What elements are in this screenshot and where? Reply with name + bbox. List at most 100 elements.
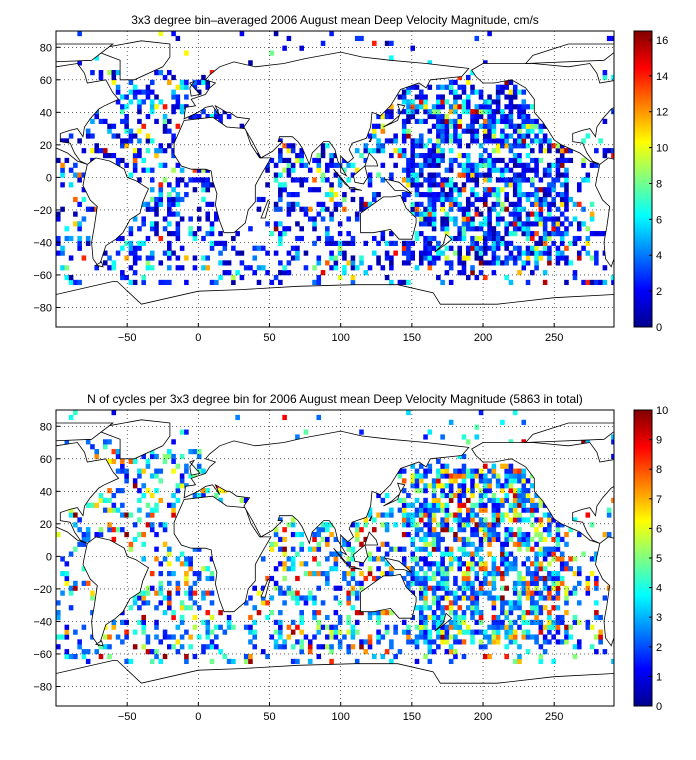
heatmap-cell [495, 109, 501, 115]
heatmap-cell [175, 211, 181, 217]
heatmap-cell [427, 109, 433, 115]
heatmap-cell [538, 658, 544, 665]
heatmap-cell [483, 575, 488, 582]
heatmap-cell [384, 561, 390, 567]
heatmap-cell [448, 138, 454, 144]
heatmap-cell [380, 556, 386, 562]
heatmap-cell [282, 226, 287, 232]
heatmap-cell [478, 196, 484, 203]
heatmap-cell [504, 182, 509, 188]
heatmap-cell [145, 201, 151, 207]
heatmap-cell [534, 240, 539, 246]
heatmap-cell [547, 624, 552, 630]
heatmap-cell [483, 463, 488, 469]
heatmap-cell [333, 536, 339, 543]
y-tick-label: 20 [40, 140, 52, 152]
heatmap-cell [137, 590, 142, 596]
heatmap-cell [572, 235, 578, 242]
heatmap-cell [188, 556, 193, 562]
heatmap-cell [418, 473, 424, 479]
heatmap-cell [239, 274, 245, 281]
heatmap-cell [265, 653, 270, 660]
heatmap-cell [77, 177, 82, 183]
heatmap-cell [551, 517, 556, 523]
heatmap-cell [572, 240, 578, 246]
heatmap-cell [175, 580, 181, 586]
heatmap-cell [453, 590, 458, 596]
heatmap-cell [521, 497, 527, 503]
heatmap-cell [427, 148, 433, 154]
heatmap-cell [457, 605, 462, 611]
heatmap-cell [534, 556, 539, 562]
heatmap-cell [162, 250, 168, 256]
heatmap-cell [457, 138, 462, 144]
heatmap-cell [384, 512, 390, 518]
heatmap-cell [107, 128, 112, 134]
heatmap-cell [410, 162, 416, 168]
heatmap-cell [171, 453, 176, 460]
heatmap-cell [444, 133, 450, 139]
heatmap-cell [436, 502, 441, 508]
heatmap-cell [431, 177, 437, 183]
heatmap-cell [478, 94, 484, 100]
heatmap-cell [418, 192, 424, 198]
heatmap-cell [201, 265, 206, 271]
heatmap-cell [453, 157, 458, 164]
heatmap-cell [594, 634, 599, 640]
heatmap-cell [102, 260, 108, 266]
heatmap-cell [547, 255, 552, 261]
heatmap-cell [534, 639, 539, 645]
heatmap-cell [534, 245, 539, 251]
heatmap-cell [406, 580, 411, 586]
heatmap-cell [359, 35, 364, 42]
heatmap-cell [120, 527, 125, 533]
heatmap-cell [465, 206, 471, 212]
heatmap-cell [273, 206, 279, 212]
heatmap-cell [120, 104, 125, 110]
heatmap-cell [350, 590, 356, 596]
heatmap-cell [167, 265, 172, 271]
heatmap-cell [372, 653, 377, 660]
heatmap-cell [329, 255, 334, 261]
heatmap-cell [299, 182, 304, 188]
heatmap-cell [581, 439, 586, 445]
heatmap-cell [77, 138, 82, 144]
heatmap-cell [350, 172, 356, 178]
heatmap-cell [427, 551, 433, 557]
heatmap-cell [478, 473, 484, 479]
heatmap-cell [491, 113, 497, 120]
heatmap-cell [218, 260, 223, 266]
heatmap-cell [457, 561, 462, 567]
heatmap-cell [427, 585, 433, 591]
heatmap-cell [500, 201, 505, 207]
heatmap-cell [457, 629, 462, 635]
heatmap-cell [517, 216, 522, 222]
heatmap-cell [179, 104, 185, 110]
coastline [56, 281, 614, 327]
heatmap-cell [137, 488, 142, 494]
heatmap-cell [120, 512, 125, 518]
x-ticks: −50 0 50 100 150 200 250 [118, 702, 563, 723]
heatmap-cell [525, 279, 531, 286]
heatmap-cell [521, 162, 527, 168]
heatmap-cell [525, 167, 531, 173]
heatmap-cell [517, 468, 522, 474]
heatmap-cell [512, 556, 518, 562]
heatmap-cell [500, 240, 505, 246]
heatmap-cell [214, 483, 219, 489]
heatmap-cell [431, 619, 437, 625]
heatmap-cell [470, 167, 475, 173]
heatmap-cell [568, 240, 574, 246]
heatmap-cell [162, 226, 168, 232]
heatmap-cell [483, 133, 488, 139]
heatmap-cell [145, 206, 151, 212]
heatmap-cell [184, 94, 189, 100]
heatmap-cell [60, 250, 65, 256]
heatmap-cell [423, 605, 428, 611]
heatmap-cell [184, 429, 189, 435]
heatmap-cell [295, 245, 300, 251]
heatmap-cell [465, 104, 471, 110]
heatmap-cell [201, 488, 206, 494]
heatmap-cell [465, 128, 471, 134]
heatmap-cell [517, 133, 522, 139]
